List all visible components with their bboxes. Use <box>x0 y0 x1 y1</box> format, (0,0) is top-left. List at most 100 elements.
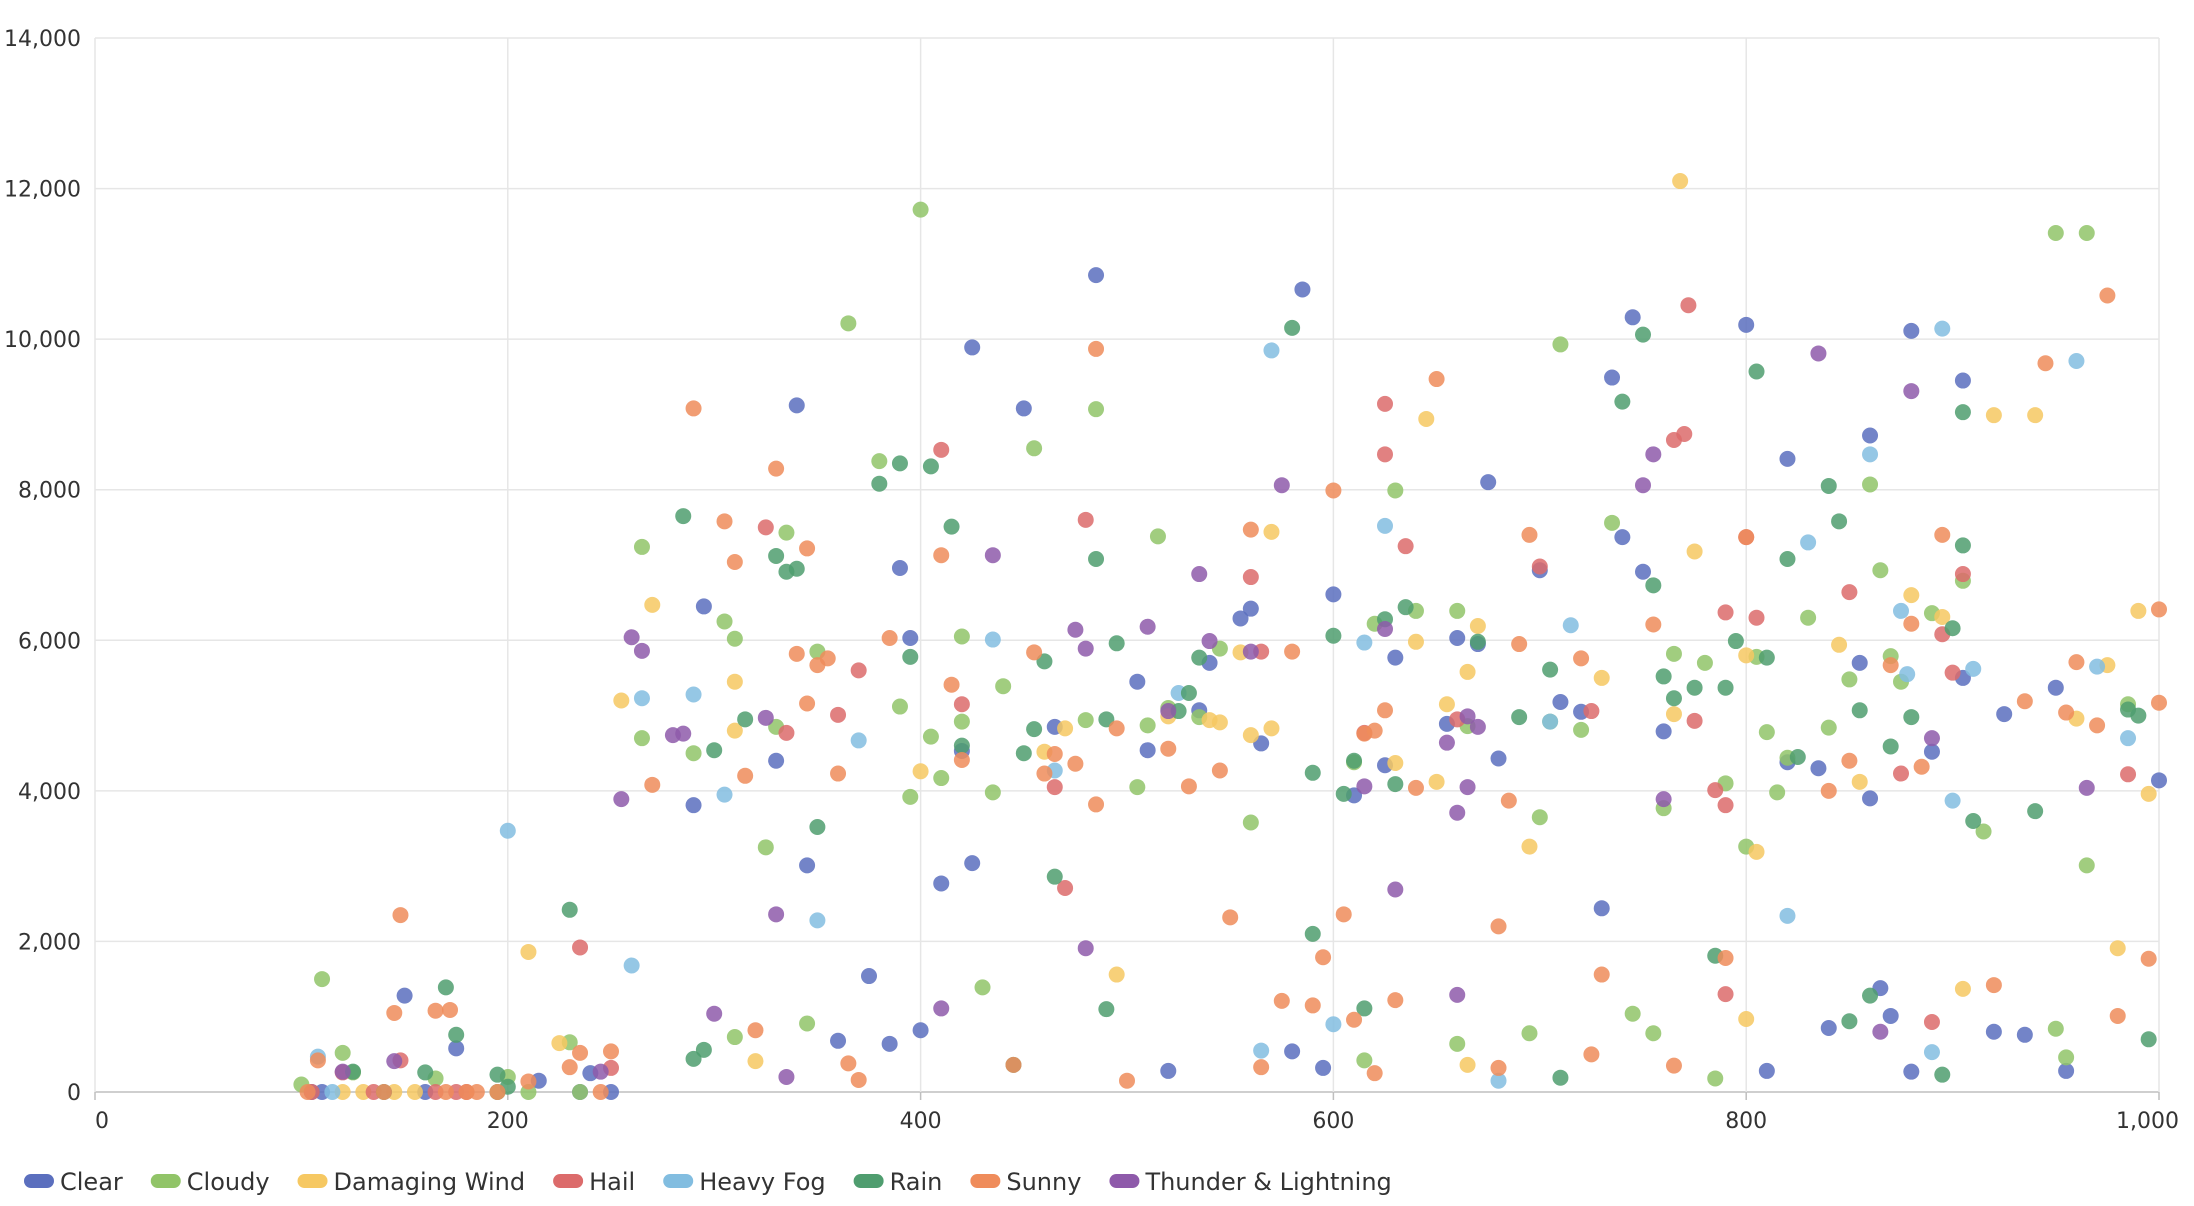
data-point <box>1253 1042 1270 1059</box>
data-point <box>520 1073 537 1090</box>
data-point <box>633 538 650 555</box>
data-point <box>1139 742 1156 759</box>
legend-label: Clear <box>60 1168 123 1196</box>
data-point <box>427 1002 444 1019</box>
data-point <box>1077 712 1094 729</box>
data-point <box>324 1084 341 1100</box>
data-point <box>1542 661 1559 678</box>
data-point <box>1377 620 1393 637</box>
data-point <box>2068 654 2085 671</box>
legend-item[interactable]: Cloudy <box>150 1168 270 1196</box>
data-point <box>1459 779 1476 796</box>
data-point <box>1139 618 1156 635</box>
data-point <box>1882 657 1899 674</box>
legend-label: Heavy Fog <box>699 1168 825 1196</box>
data-point <box>1377 395 1393 412</box>
data-point <box>520 943 537 960</box>
data-point <box>964 855 981 872</box>
data-point <box>1139 717 1156 734</box>
data-point <box>768 460 785 477</box>
data-point <box>1779 450 1796 467</box>
data-point <box>2047 1020 2064 1037</box>
data-point <box>1253 1059 1270 1076</box>
data-point <box>726 553 743 570</box>
legend-item[interactable]: Clear <box>24 1168 123 1196</box>
data-point <box>1242 814 1259 831</box>
data-point <box>1841 671 1858 688</box>
data-point <box>675 508 692 525</box>
data-point <box>309 1052 326 1069</box>
data-point <box>1088 340 1105 357</box>
data-point <box>1583 1046 1600 1063</box>
data-point <box>788 645 805 662</box>
data-point <box>840 315 857 332</box>
data-point <box>396 987 413 1004</box>
data-point <box>1841 1013 1858 1030</box>
legend-item[interactable]: Damaging Wind <box>297 1168 526 1196</box>
data-point <box>1893 602 1909 619</box>
data-point <box>830 706 847 723</box>
data-point <box>633 730 650 747</box>
data-point <box>809 818 826 835</box>
data-point <box>1672 173 1689 190</box>
legend-swatch <box>853 1174 884 1188</box>
data-point <box>299 1084 316 1100</box>
legend-item[interactable]: Rain <box>853 1168 943 1196</box>
data-point <box>1315 949 1332 966</box>
data-point <box>1294 281 1311 298</box>
data-point <box>1923 743 1940 760</box>
data-point <box>623 629 640 646</box>
data-point <box>1872 562 1889 579</box>
data-point <box>1490 750 1507 767</box>
data-point <box>1531 809 1548 826</box>
data-point <box>1180 684 1197 701</box>
data-point <box>1727 633 1744 650</box>
data-point <box>768 752 785 769</box>
data-point <box>1304 997 1321 1014</box>
data-point <box>1273 477 1290 494</box>
data-point <box>1325 627 1342 644</box>
data-point <box>850 1071 867 1088</box>
legend-item[interactable]: Thunder & Lightning <box>1109 1168 1392 1196</box>
data-point <box>1707 1070 1724 1087</box>
data-point <box>572 939 589 956</box>
data-point <box>2078 224 2095 241</box>
data-point <box>726 630 743 647</box>
data-point <box>953 696 970 713</box>
data-point <box>1242 727 1259 744</box>
data-point <box>1211 762 1228 779</box>
x-tick-label: 0 <box>95 1109 109 1134</box>
data-point <box>1469 718 1486 735</box>
data-point <box>1593 900 1610 917</box>
data-point <box>778 1068 795 1085</box>
data-point <box>613 692 630 709</box>
data-point <box>2027 407 2044 424</box>
data-point <box>1356 1000 1373 1017</box>
data-point <box>1191 566 1208 583</box>
legend-item[interactable]: Sunny <box>970 1168 1081 1196</box>
data-point <box>603 1043 619 1060</box>
legend-item[interactable]: Heavy Fog <box>663 1168 826 1196</box>
data-point <box>1397 599 1414 616</box>
data-point <box>1965 660 1982 677</box>
data-point <box>1665 690 1682 707</box>
data-point <box>1304 764 1321 781</box>
data-point <box>830 765 847 782</box>
data-point <box>1593 669 1610 686</box>
legend-item[interactable]: Hail <box>553 1168 635 1196</box>
data-point <box>1377 446 1393 463</box>
data-point <box>1923 1044 1940 1061</box>
data-point <box>1862 790 1879 807</box>
data-point <box>1676 426 1693 443</box>
data-point <box>891 698 908 715</box>
data-point <box>1036 653 1053 670</box>
data-point <box>1449 804 1466 821</box>
data-point <box>1635 477 1651 494</box>
data-point <box>685 686 702 703</box>
data-point <box>644 596 661 613</box>
data-point <box>1346 1011 1363 1028</box>
data-point <box>747 1053 764 1070</box>
data-point <box>1418 410 1435 427</box>
legend[interactable]: Clear Cloudy Damaging Wind Hail Heavy Fog Rai… <box>24 1168 1392 1196</box>
data-point <box>685 797 702 814</box>
